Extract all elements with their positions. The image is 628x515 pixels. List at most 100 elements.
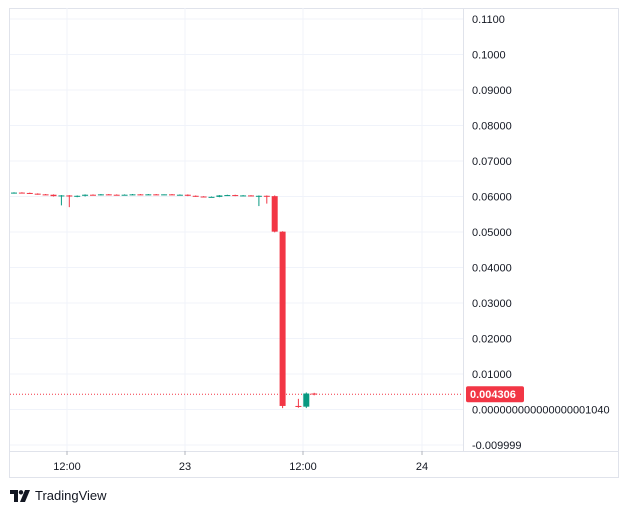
candle-body <box>224 195 231 197</box>
candle-body <box>311 393 318 395</box>
candle-body <box>184 194 191 196</box>
candle[interactable] <box>295 398 302 408</box>
candle[interactable] <box>145 194 152 196</box>
last-price-label: 0.004306 <box>466 386 524 403</box>
candle-body <box>34 193 41 195</box>
candle[interactable] <box>97 194 104 196</box>
candle-body <box>161 194 168 196</box>
candle-body <box>248 195 254 197</box>
candle[interactable] <box>105 194 112 196</box>
x-tick-label: 23 <box>179 461 191 473</box>
candle[interactable] <box>90 194 96 196</box>
candle-body <box>129 194 136 196</box>
candle-body <box>200 196 207 198</box>
candle[interactable] <box>192 195 199 197</box>
candle[interactable] <box>279 231 286 409</box>
y-tick-label: -0.009999 <box>472 440 522 452</box>
y-tick-label: 0.000000000000000001040 <box>472 405 610 417</box>
candle[interactable] <box>121 194 128 196</box>
candle-body <box>18 192 25 194</box>
candle[interactable] <box>74 195 81 198</box>
candle-body <box>169 194 175 196</box>
candle-body <box>208 196 215 198</box>
candle[interactable] <box>34 193 41 195</box>
x-tick-label: 12:00 <box>53 461 81 473</box>
candle[interactable] <box>216 195 223 198</box>
candle-body <box>153 194 160 196</box>
y-tick-label: 0.1000 <box>472 50 506 62</box>
chart-border <box>9 8 619 478</box>
candle[interactable] <box>113 194 120 196</box>
tradingview-logo-icon <box>10 489 30 502</box>
candle-body <box>82 194 89 196</box>
y-tick-label: 0.02000 <box>472 334 512 346</box>
candle[interactable] <box>129 194 136 196</box>
candle-body <box>121 194 128 196</box>
candle-body <box>255 195 262 197</box>
candle[interactable] <box>271 195 278 233</box>
candle-body <box>216 195 223 197</box>
candle[interactable] <box>311 392 318 396</box>
y-tick-label: 0.1100 <box>472 14 505 26</box>
candle[interactable] <box>184 194 191 197</box>
candle-body <box>137 194 144 196</box>
candle-body <box>145 194 152 196</box>
candle[interactable] <box>66 195 73 208</box>
candle-body <box>97 194 104 196</box>
price-axis[interactable]: 0.1100 0.1000 0.09000 0.08000 0.07000 0.06000… <box>472 14 610 452</box>
candle[interactable] <box>82 194 89 197</box>
brand-name: TradingView <box>35 488 107 503</box>
candle[interactable] <box>58 195 65 206</box>
candle-body <box>303 393 310 407</box>
candle[interactable] <box>232 194 239 197</box>
candle[interactable] <box>248 195 254 197</box>
candle-body <box>50 194 57 197</box>
candle-body <box>295 405 302 407</box>
y-tick-label: 0.03000 <box>472 298 512 310</box>
candle-body <box>113 194 120 196</box>
candle-body <box>58 195 65 197</box>
candles-layer[interactable] <box>11 192 318 409</box>
y-tick-label: 0.09000 <box>472 85 512 97</box>
candle[interactable] <box>137 194 144 196</box>
candle[interactable] <box>11 192 17 194</box>
candle-body <box>90 194 96 196</box>
last-price-label-bg <box>466 386 524 403</box>
candle[interactable] <box>153 194 160 196</box>
candle[interactable] <box>255 195 262 207</box>
candle-body <box>176 194 183 196</box>
candle-body <box>42 194 49 196</box>
y-tick-label: 0.06000 <box>472 192 512 204</box>
candle-body <box>263 195 270 197</box>
candle-body <box>192 195 199 197</box>
y-tick-label: 0.01000 <box>472 369 512 381</box>
y-tick-label: 0.05000 <box>472 227 512 239</box>
candle-body <box>74 195 81 197</box>
x-tick-label: 12:00 <box>289 461 317 473</box>
candle-body <box>232 195 239 197</box>
grid-lines <box>10 8 463 451</box>
candle[interactable] <box>169 194 175 196</box>
candle[interactable] <box>50 194 57 197</box>
candle-body <box>279 231 286 406</box>
candle[interactable] <box>161 194 168 196</box>
candle[interactable] <box>224 194 231 197</box>
candle[interactable] <box>18 192 25 194</box>
candle[interactable] <box>240 195 247 197</box>
tradingview-brand[interactable]: TradingView <box>10 488 107 503</box>
x-tick-label: 24 <box>416 461 428 473</box>
candle[interactable] <box>176 194 183 196</box>
candle-body <box>105 194 112 196</box>
candle[interactable] <box>303 392 310 409</box>
candle[interactable] <box>263 195 270 204</box>
candle[interactable] <box>200 196 207 198</box>
candle[interactable] <box>26 192 33 195</box>
candle[interactable] <box>42 194 49 196</box>
candle-body <box>66 195 73 197</box>
candle[interactable] <box>208 196 215 198</box>
candle-body <box>240 195 247 197</box>
y-tick-label: 0.07000 <box>472 156 512 168</box>
time-axis[interactable]: 12:00 23 12:00 24 <box>53 451 428 473</box>
y-tick-label: 0.04000 <box>472 263 512 275</box>
